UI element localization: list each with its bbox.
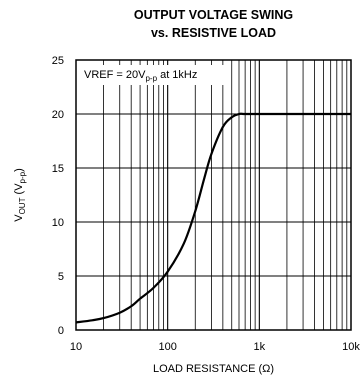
grid [76, 60, 351, 330]
plot-frame [75, 59, 352, 331]
y-axis-label-end: ) [13, 168, 25, 172]
y-axis-label-sub2: p-p [18, 171, 27, 183]
annotation-background [79, 65, 231, 85]
annotation: VREF = 20Vp-p at 1kHz [84, 69, 197, 83]
y-axis-label-main: V [13, 214, 25, 222]
y-tick-label: 25 [52, 55, 64, 67]
x-tick-label: 1k [254, 341, 266, 353]
y-axis-label-sub1: OUT [18, 197, 27, 214]
y-tick-labels: 0 5 10 15 20 25 [52, 55, 64, 337]
y-tick-label: 15 [52, 163, 64, 175]
y-tick-label: 5 [58, 271, 64, 283]
x-tick-label: 100 [158, 341, 176, 353]
y-tick-label: 0 [58, 325, 64, 337]
chart-subtitle: vs. RESISTIVE LOAD [150, 26, 277, 40]
y-tick-label: 10 [52, 217, 64, 229]
x-tick-labels: 10 100 1k 10k [70, 341, 360, 353]
y-tick-label: 20 [52, 109, 64, 121]
annotation-text: VREF = 20V [84, 69, 146, 81]
annotation-subscript: p-p [145, 74, 157, 83]
y-axis-label-mid: (V [13, 183, 25, 198]
x-axis-label: LOAD RESISTANCE (Ω) [153, 363, 274, 375]
annotation-suffix: at 1kHz [157, 69, 197, 81]
series-line [75, 112, 351, 324]
y-axis-label: VOUT (Vp-p) [13, 168, 27, 222]
x-tick-label: 10k [342, 341, 360, 353]
x-tick-label: 10 [70, 341, 82, 353]
chart-title: OUTPUT VOLTAGE SWING [133, 8, 294, 22]
